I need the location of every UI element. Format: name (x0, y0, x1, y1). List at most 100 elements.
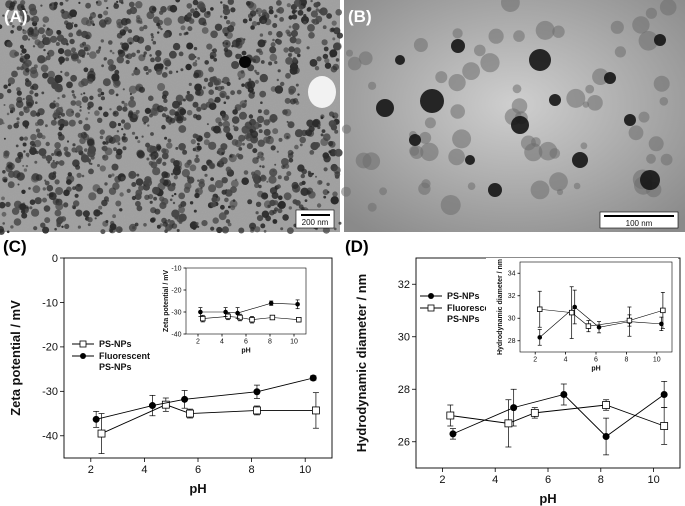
nanoparticle-dot (162, 148, 169, 155)
nanoparticle-dot (420, 89, 444, 113)
nanoparticle-dot (63, 202, 69, 208)
nanoparticle-dot (259, 33, 264, 37)
chart-c-y-tick-label: -30 (42, 386, 58, 398)
chart-c-legend-label: PS-NPs (99, 362, 132, 372)
chart-c-inset-point-circle (223, 309, 228, 315)
nanoparticle-dot (87, 217, 93, 223)
nanoparticle-dot (113, 3, 119, 9)
nanoparticle-dot (413, 38, 428, 52)
nanoparticle-dot (132, 113, 137, 119)
nanoparticle-dot (137, 19, 141, 23)
nanoparticle-dot (139, 26, 145, 32)
nanoparticle-dot (186, 3, 193, 9)
nanoparticle-dot (306, 119, 314, 127)
nanoparticle-dot (87, 111, 90, 114)
nanoparticle-dot (0, 92, 4, 100)
nanoparticle-dot (221, 113, 229, 122)
nanoparticle-dot (120, 176, 125, 181)
nanoparticle-dot (320, 114, 325, 119)
nanoparticle-dot (35, 112, 41, 117)
nanoparticle-dot (248, 92, 255, 99)
nanoparticle-dot (69, 9, 77, 18)
nanoparticle-dot (65, 151, 71, 158)
nanoparticle-dot (20, 22, 23, 26)
nanoparticle-dot (245, 1, 251, 6)
nanoparticle-dot (99, 165, 106, 172)
nanoparticle-dot (34, 197, 42, 205)
nanoparticle-dot (128, 85, 137, 94)
nanoparticle-dot (192, 61, 198, 67)
nanoparticle-dot (29, 199, 36, 205)
nanoparticle-dot (9, 22, 13, 26)
nanoparticle-dot (292, 199, 298, 205)
nanoparticle-dot (163, 98, 168, 104)
nanoparticle-dot (108, 174, 112, 179)
nanoparticle-dot (316, 21, 319, 25)
nanoparticle-dot (254, 226, 261, 233)
nanoparticle-dot (195, 154, 199, 158)
nanoparticle-dot (98, 46, 102, 49)
nanoparticle-dot (168, 121, 172, 125)
nanoparticle-dot (136, 205, 143, 212)
chart-d-point-circle (510, 404, 518, 412)
nanoparticle-dot (109, 49, 113, 53)
chart-c-point-square (161, 400, 170, 409)
nanoparticle-dot (638, 31, 659, 51)
nanoparticle-dot (257, 48, 263, 53)
nanoparticle-dot (306, 190, 311, 195)
nanoparticle-dot (24, 59, 32, 67)
nanoparticle-dot (119, 208, 123, 212)
nanoparticle-dot (22, 14, 31, 23)
nanoparticle-dot (34, 160, 38, 164)
nanoparticle-dot (31, 83, 39, 91)
nanoparticle-dot (632, 16, 650, 34)
nanoparticle-dot (182, 98, 186, 102)
nanoparticle-dot (19, 66, 24, 71)
nanoparticle-dot (99, 129, 106, 135)
nanoparticle-dot (164, 66, 168, 70)
nanoparticle-dot (58, 56, 65, 64)
nanoparticle-dot (61, 225, 64, 228)
nanoparticle-dot (75, 164, 81, 170)
nanoparticle-dot (326, 13, 332, 19)
nanoparticle-dot (239, 56, 251, 68)
nanoparticle-dot (230, 205, 236, 211)
nanoparticle-dot (177, 106, 185, 115)
nanoparticle-dot (314, 66, 320, 71)
nanoparticle-dot (65, 57, 70, 62)
nanoparticle-dot (118, 25, 122, 28)
chart-d-point-square (530, 408, 539, 417)
nanoparticle-dot (112, 51, 115, 55)
nanoparticle-dot (221, 177, 228, 184)
nanoparticle-dot (161, 72, 168, 78)
nanoparticle-dot (165, 116, 173, 123)
nanoparticle-dot (248, 18, 252, 22)
nanoparticle-dot (256, 215, 264, 222)
nanoparticle-dot (265, 136, 274, 145)
nanoparticle-dot (176, 229, 180, 232)
nanoparticle-dot (197, 13, 201, 17)
nanoparticle-dot (0, 24, 3, 29)
nanoparticle-dot (222, 3, 226, 7)
nanoparticle-dot (117, 122, 121, 127)
chart-c-inset-point-circle (268, 300, 274, 306)
nanoparticle-dot (192, 101, 199, 108)
nanoparticle-dot (8, 18, 12, 22)
chart-c-point-square (186, 409, 194, 418)
nanoparticle-dot (21, 48, 27, 54)
nanoparticle-dot (3, 104, 6, 106)
nanoparticle-dot (105, 135, 114, 144)
nanoparticle-dot (46, 27, 50, 31)
nanoparticle-dot (87, 223, 91, 227)
nanoparticle-dot (113, 147, 117, 152)
panel-label-a: (A) (4, 7, 28, 26)
nanoparticle-dot (193, 72, 200, 79)
nanoparticle-dot (126, 188, 131, 193)
nanoparticle-dot (189, 201, 194, 205)
nanoparticle-dot (108, 187, 117, 195)
nanoparticle-dot (511, 116, 529, 134)
chart-d-inset-point-square (660, 307, 666, 314)
nanoparticle-dot (208, 98, 214, 104)
scale-bar-label-b: 100 nm (626, 219, 653, 228)
nanoparticle-dot (43, 37, 52, 45)
